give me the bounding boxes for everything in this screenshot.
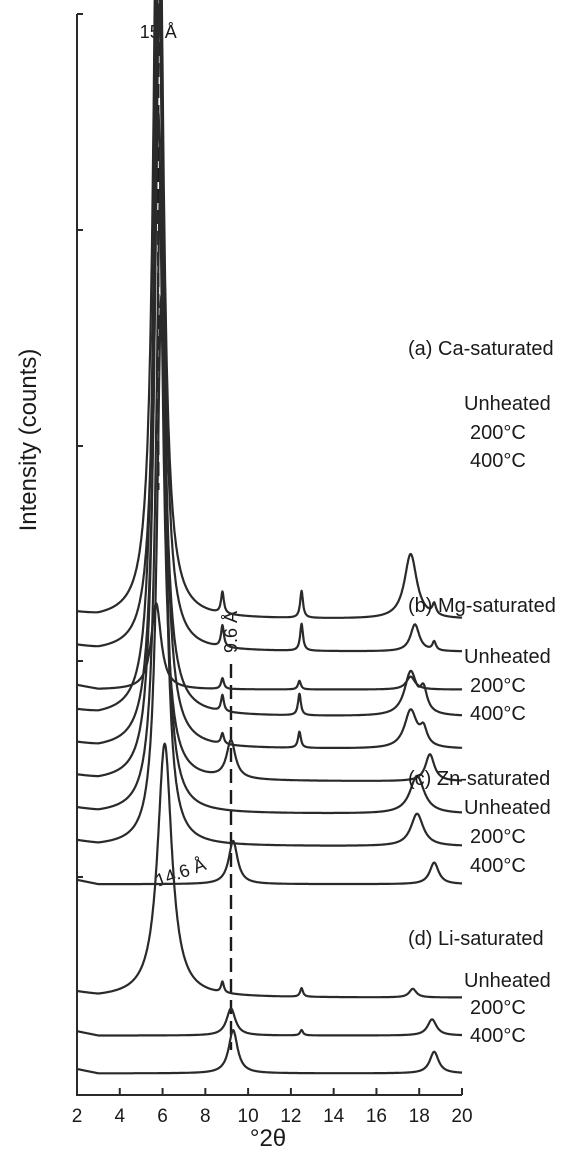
trace-label: 400°C [470, 855, 526, 877]
x-tick-label: 2 [72, 1106, 83, 1127]
trace-labels: (a) Ca-saturated Unheated 200°C 400°C (b) Mg… [408, 338, 556, 1047]
trace-label: 200°C [470, 675, 526, 697]
xrd-trace [76, 839, 463, 886]
xrd-trace [76, 3, 463, 749]
x-axis-title: °2θ [250, 1125, 286, 1152]
xrd-trace [76, 110, 463, 782]
x-tick-label: 6 [157, 1106, 168, 1127]
xrd-trace [76, 0, 463, 653]
x-tick-label: 12 [280, 1106, 301, 1127]
trace-label: 400°C [470, 450, 526, 472]
trace-label: 400°C [470, 1025, 526, 1047]
trace-label: Unheated [464, 646, 551, 668]
x-tick-label: 14 [323, 1106, 345, 1127]
xrd-trace [76, 0, 463, 717]
trace-label: 200°C [470, 422, 526, 444]
xrd-trace [76, 294, 463, 847]
xrd-trace [76, 185, 463, 815]
y-axis-title: Intensity (counts) [15, 349, 42, 532]
xrd-trace [76, 742, 463, 999]
trace-label: 200°C [470, 997, 526, 1019]
x-tick-label: 20 [451, 1106, 472, 1127]
xrd-trace [76, 602, 463, 691]
x-tick-label: 16 [366, 1106, 387, 1127]
trace-label: Unheated [464, 970, 551, 992]
group-label: (a) Ca-saturated [408, 338, 554, 360]
x-axis-ticks: 2 4 6 8 10 12 14 16 18 20 [72, 1088, 473, 1127]
x-tick-label: 4 [114, 1106, 125, 1127]
group-label: (d) Li-saturated [408, 928, 544, 950]
xrd-trace [76, 1029, 463, 1075]
x-tick-label: 18 [409, 1106, 430, 1127]
trace-label: Unheated [464, 393, 551, 415]
x-tick-label: 10 [238, 1106, 259, 1127]
group-label: (b) Mg-saturated [408, 595, 556, 617]
trace-label: 400°C [470, 703, 526, 725]
x-tick-label: 8 [200, 1106, 211, 1127]
xrd-trace [76, 1007, 463, 1037]
trace-label: Unheated [464, 797, 551, 819]
xrd-traces [76, 0, 463, 1075]
axis-frame [76, 14, 462, 1096]
trace-label: 200°C [470, 826, 526, 848]
group-label: (c) Zn-saturated [408, 768, 550, 790]
xrd-trace [76, 0, 463, 619]
axes [76, 13, 462, 1096]
ref-label-14.6A: 14.6 Å [153, 854, 209, 891]
